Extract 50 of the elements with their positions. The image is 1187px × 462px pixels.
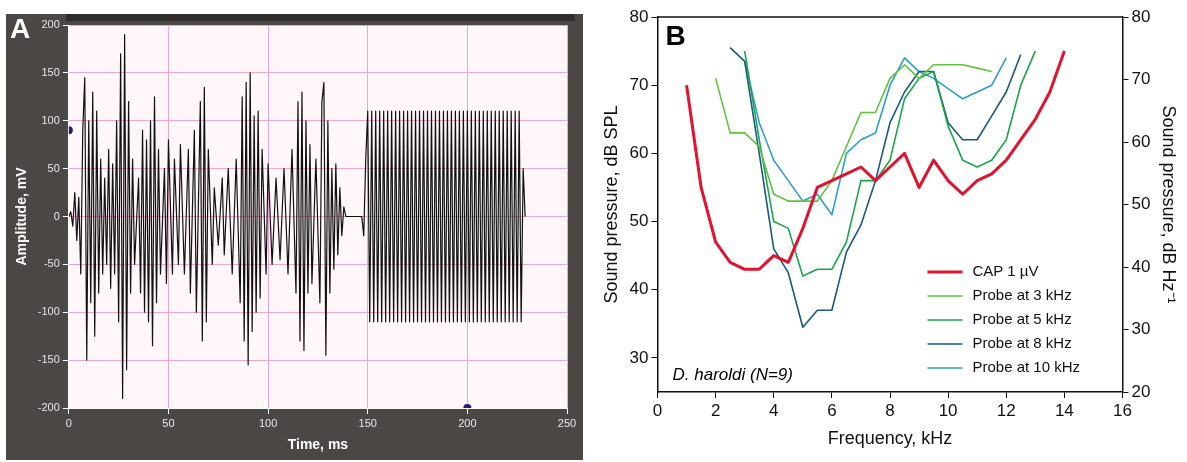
y2-tick-label: 80 (1131, 6, 1151, 26)
y2-tick-label: 40 (1131, 256, 1151, 276)
x-tick-label: 2 (710, 400, 721, 420)
y2-tick-label: 50 (1131, 194, 1151, 214)
y2-tick-label: 60 (1131, 131, 1151, 151)
y-tick-label: 50 (629, 211, 649, 231)
x-tick-label: 150 (358, 416, 377, 429)
x-tick-label: 14 (1054, 400, 1074, 420)
y-tick-label: 0 (53, 209, 60, 222)
y-tick-label: 40 (629, 279, 649, 299)
annotation: D. haroldi (N=9) (672, 365, 793, 385)
x-tick-label: 0 (65, 416, 72, 429)
y2-axis-title: Sound pressure, dB Hz⁻¹ (1159, 105, 1180, 304)
y-tick-label: 150 (41, 65, 60, 78)
y-axis-title: Amplitude, mV (13, 166, 30, 266)
x-tick-label: 50 (162, 416, 175, 429)
x-tick-label: 0 (652, 400, 663, 420)
x-tick-label: 6 (827, 400, 837, 420)
y-tick-label: 60 (629, 143, 649, 163)
y-tick-label: 70 (629, 74, 649, 94)
x-tick-label: 4 (769, 400, 779, 420)
y-tick-label: 80 (629, 6, 649, 26)
y-tick-label: 100 (41, 113, 60, 126)
y-tick-label: -100 (37, 305, 60, 318)
y-tick-label: 30 (629, 347, 649, 367)
legend-label: Probe at 8 kHz (972, 334, 1072, 352)
x-axis-title: Frequency, kHz (827, 428, 953, 449)
x-tick-label: 8 (885, 400, 895, 420)
y-tick-label: -200 (37, 401, 60, 414)
y2-tick-label: 30 (1131, 319, 1151, 339)
y-axis-title: Sound pressure, dB SPL (600, 105, 621, 304)
y-tick-label: -50 (43, 257, 60, 270)
y2-tick-label: 20 (1131, 381, 1151, 401)
x-tick-label: 250 (557, 416, 577, 429)
x-axis-title: Time, ms (287, 436, 349, 453)
x-tick-label: 12 (996, 400, 1016, 420)
legend-label: Probe at 5 kHz (972, 310, 1072, 328)
x-tick-label: 16 (1113, 400, 1132, 420)
y-tick-label: 50 (47, 161, 60, 174)
y-tick-label: 200 (41, 18, 60, 31)
x-tick-label: 100 (258, 416, 278, 429)
annotation: B (665, 19, 686, 51)
y-tick-label: -150 (37, 353, 60, 366)
x-tick-label: 200 (458, 416, 477, 429)
text: A (10, 12, 31, 44)
x-tick-label: 10 (938, 400, 958, 420)
legend-label: CAP 1 µV (972, 262, 1039, 280)
y2-tick-label: 70 (1131, 69, 1151, 89)
legend-label: Probe at 10 kHz (972, 358, 1081, 376)
legend-label: Probe at 3 kHz (972, 286, 1072, 304)
